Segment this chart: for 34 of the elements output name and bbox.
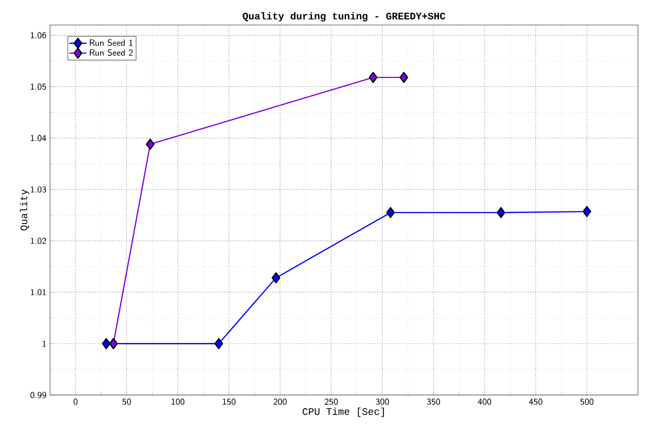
x-tick-label: 150 [222, 398, 236, 405]
point [399, 72, 408, 83]
y-tick-label: 1.01 [30, 289, 46, 296]
y-tick-label: 1.06 [30, 32, 46, 38]
x-tick-label: 250 [324, 398, 338, 405]
y-tick-label: 1.04 [30, 134, 46, 142]
x-tick-label: 200 [274, 398, 287, 405]
x-tick-label: 400 [478, 398, 492, 405]
x-tick-label: 50 [122, 398, 131, 405]
x-tick-label: 450 [529, 398, 542, 405]
point [109, 338, 118, 350]
legend-label: Run Seed 2 [90, 49, 133, 56]
point [214, 338, 224, 350]
x-tick-label: 0 [74, 398, 78, 405]
x-tick-label: 300 [376, 398, 389, 405]
x-axis-title: CPU Time [Sec] [302, 408, 384, 417]
y-tick-label: 1 [42, 340, 46, 347]
point [368, 72, 378, 83]
legend-label: Run Seed 1 [90, 39, 132, 46]
point [272, 272, 280, 284]
point [496, 206, 506, 218]
y-tick-label: 1.05 [30, 84, 46, 90]
point [582, 206, 592, 218]
point [102, 338, 111, 350]
x-tick-label: 100 [172, 398, 184, 405]
point [146, 138, 155, 150]
x-tick-label: 350 [426, 398, 440, 405]
x-tick-label: 500 [580, 398, 594, 405]
point [386, 206, 395, 218]
y-axis-title: Quality [20, 189, 30, 230]
chart-title: Quality during tuning - GREEDY+SHC [242, 12, 446, 22]
y-tick-label: 1.03 [30, 186, 46, 193]
y-tick-label: 0.99 [30, 392, 46, 398]
y-tick-label: 1.02 [30, 238, 46, 244]
